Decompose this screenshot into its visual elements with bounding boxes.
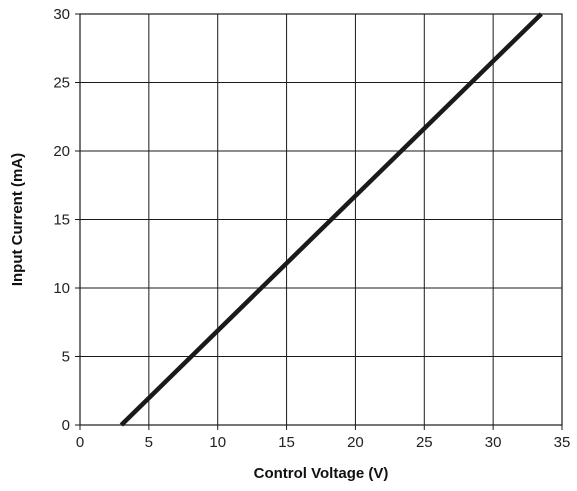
x-axis-title: Control Voltage (V): [254, 465, 389, 482]
y-tick-label: 10: [53, 280, 70, 297]
y-tick-label: 25: [53, 75, 70, 92]
x-tick-label: 0: [76, 434, 84, 451]
x-tick-label: 15: [278, 434, 295, 451]
y-tick-label: 20: [53, 143, 70, 160]
grid: [80, 14, 562, 425]
y-tick-label: 30: [53, 6, 70, 23]
y-axis-title: Input Current (mA): [9, 153, 26, 286]
series-line: [119, 12, 543, 427]
y-axis-ticks: 0 5 10 15 20 25 30: [53, 6, 80, 434]
x-tick-label: 30: [485, 434, 502, 451]
y-tick-label: 15: [53, 212, 70, 229]
x-tick-label: 35: [554, 434, 571, 451]
x-tick-label: 20: [347, 434, 364, 451]
x-tick-label: 25: [416, 434, 433, 451]
y-tick-label: 5: [62, 349, 70, 366]
series-group: [119, 12, 543, 427]
x-tick-label: 10: [209, 434, 226, 451]
x-tick-label: 5: [145, 434, 153, 451]
x-axis-ticks: 0 5 10 15 20 25 30 35: [76, 425, 571, 451]
y-tick-label: 0: [62, 417, 70, 434]
